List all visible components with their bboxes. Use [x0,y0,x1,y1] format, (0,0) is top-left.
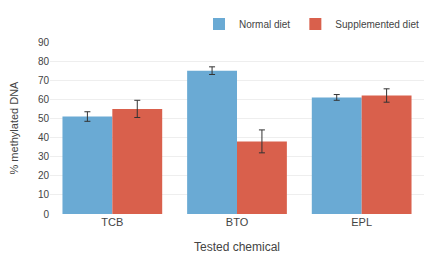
svg-text:BTO: BTO [226,216,249,228]
svg-text:0: 0 [43,209,49,220]
svg-text:EPL: EPL [351,216,372,228]
svg-text:20: 20 [38,170,50,181]
svg-text:Normal diet: Normal diet [239,19,290,30]
svg-text:40: 40 [38,132,50,143]
svg-text:Supplemented diet: Supplemented diet [335,19,419,30]
svg-text:30: 30 [38,151,50,162]
svg-text:Tested chemical: Tested chemical [194,240,280,254]
svg-text:TCB: TCB [101,216,123,228]
svg-text:10: 10 [38,189,50,200]
svg-text:60: 60 [38,94,50,105]
svg-text:80: 80 [38,56,50,67]
svg-text:50: 50 [38,113,50,124]
svg-text:70: 70 [38,75,50,86]
svg-text:90: 90 [38,37,50,48]
svg-text:% methylated DNA: % methylated DNA [8,81,20,175]
